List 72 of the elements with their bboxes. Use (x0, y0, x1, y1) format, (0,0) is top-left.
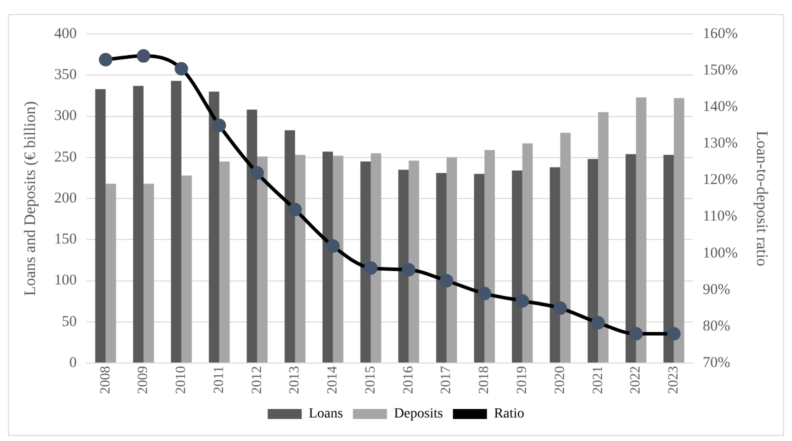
y-tick-label: 350 (54, 67, 77, 84)
bar (370, 153, 382, 362)
y2-tick-label: 150% (702, 62, 738, 78)
y2-tick-label: 160% (702, 26, 738, 42)
y-axis-title: Loans and Deposits (€ billion) (22, 101, 39, 296)
bar (408, 160, 420, 362)
x-tick-label: 2023 (666, 366, 682, 394)
bar (663, 154, 674, 362)
x-tick-label: 2017 (439, 366, 454, 394)
bar (95, 89, 106, 362)
y2-tick-label: 130% (702, 136, 738, 152)
bar (674, 98, 684, 362)
bar (295, 154, 306, 362)
x-tick-label: 2014 (326, 366, 341, 394)
y-tick-label: 150 (54, 232, 77, 248)
bar (398, 170, 409, 362)
y-tick-label: 300 (54, 108, 77, 124)
y2-tick-label: 140% (702, 99, 738, 116)
legend-label: Ratio (494, 406, 524, 422)
x-tick-label: 2018 (477, 366, 492, 394)
x-tick-label: 2013 (288, 366, 303, 394)
bar (106, 184, 116, 362)
x-tick-label: 2015 (363, 366, 378, 394)
y-tick-label: 400 (54, 26, 77, 42)
bar (170, 80, 182, 362)
x-tick-label: 2022 (628, 366, 644, 394)
y-tick-label: 100 (54, 272, 77, 289)
bar (332, 156, 344, 362)
x-tick-label: 2016 (401, 366, 416, 394)
y-tick-label: 0 (69, 354, 77, 371)
bar (246, 110, 258, 362)
y2-tick-label: 120% (702, 172, 738, 188)
x-tick-label: 2020 (552, 366, 568, 394)
bar (181, 175, 192, 362)
y2-axis-title: Loan-to-deposit ratio (753, 130, 770, 266)
y2-tick-label: 90% (702, 282, 730, 298)
bar (208, 92, 220, 362)
x-tick-label: 2010 (174, 366, 190, 394)
x-tick-label: 2021 (590, 366, 606, 394)
bar (484, 150, 495, 362)
y2-tick-label: 110% (702, 208, 738, 225)
x-tick-label: 2012 (250, 366, 265, 394)
bar (560, 132, 571, 362)
bar (436, 173, 447, 362)
legend-label: Deposits (394, 406, 443, 422)
y-tick-label: 250 (54, 149, 77, 166)
bar (144, 184, 154, 362)
bar (636, 97, 646, 362)
x-tick-label: 2019 (515, 366, 530, 394)
bar (133, 86, 144, 362)
legend-label: Loans (308, 406, 343, 422)
y-tick-label: 50 (62, 314, 77, 330)
x-tick-label: 2009 (136, 366, 152, 394)
x-tick-label: 2008 (98, 366, 114, 394)
bar (598, 112, 609, 362)
y2-tick-label: 100% (702, 245, 738, 262)
bar (284, 130, 296, 362)
bar (360, 161, 371, 362)
bar (446, 157, 457, 362)
bar (219, 161, 230, 362)
y2-tick-label: 70% (702, 354, 730, 371)
bar (550, 167, 560, 362)
bar (257, 156, 268, 362)
bar (626, 154, 636, 362)
y-tick-label: 200 (54, 190, 77, 206)
bar (322, 152, 333, 362)
bar (588, 159, 598, 362)
bar (474, 174, 484, 362)
x-tick-label: 2011 (212, 366, 227, 394)
bar (522, 143, 533, 362)
y2-tick-label: 80% (702, 318, 730, 334)
bar (512, 170, 522, 362)
